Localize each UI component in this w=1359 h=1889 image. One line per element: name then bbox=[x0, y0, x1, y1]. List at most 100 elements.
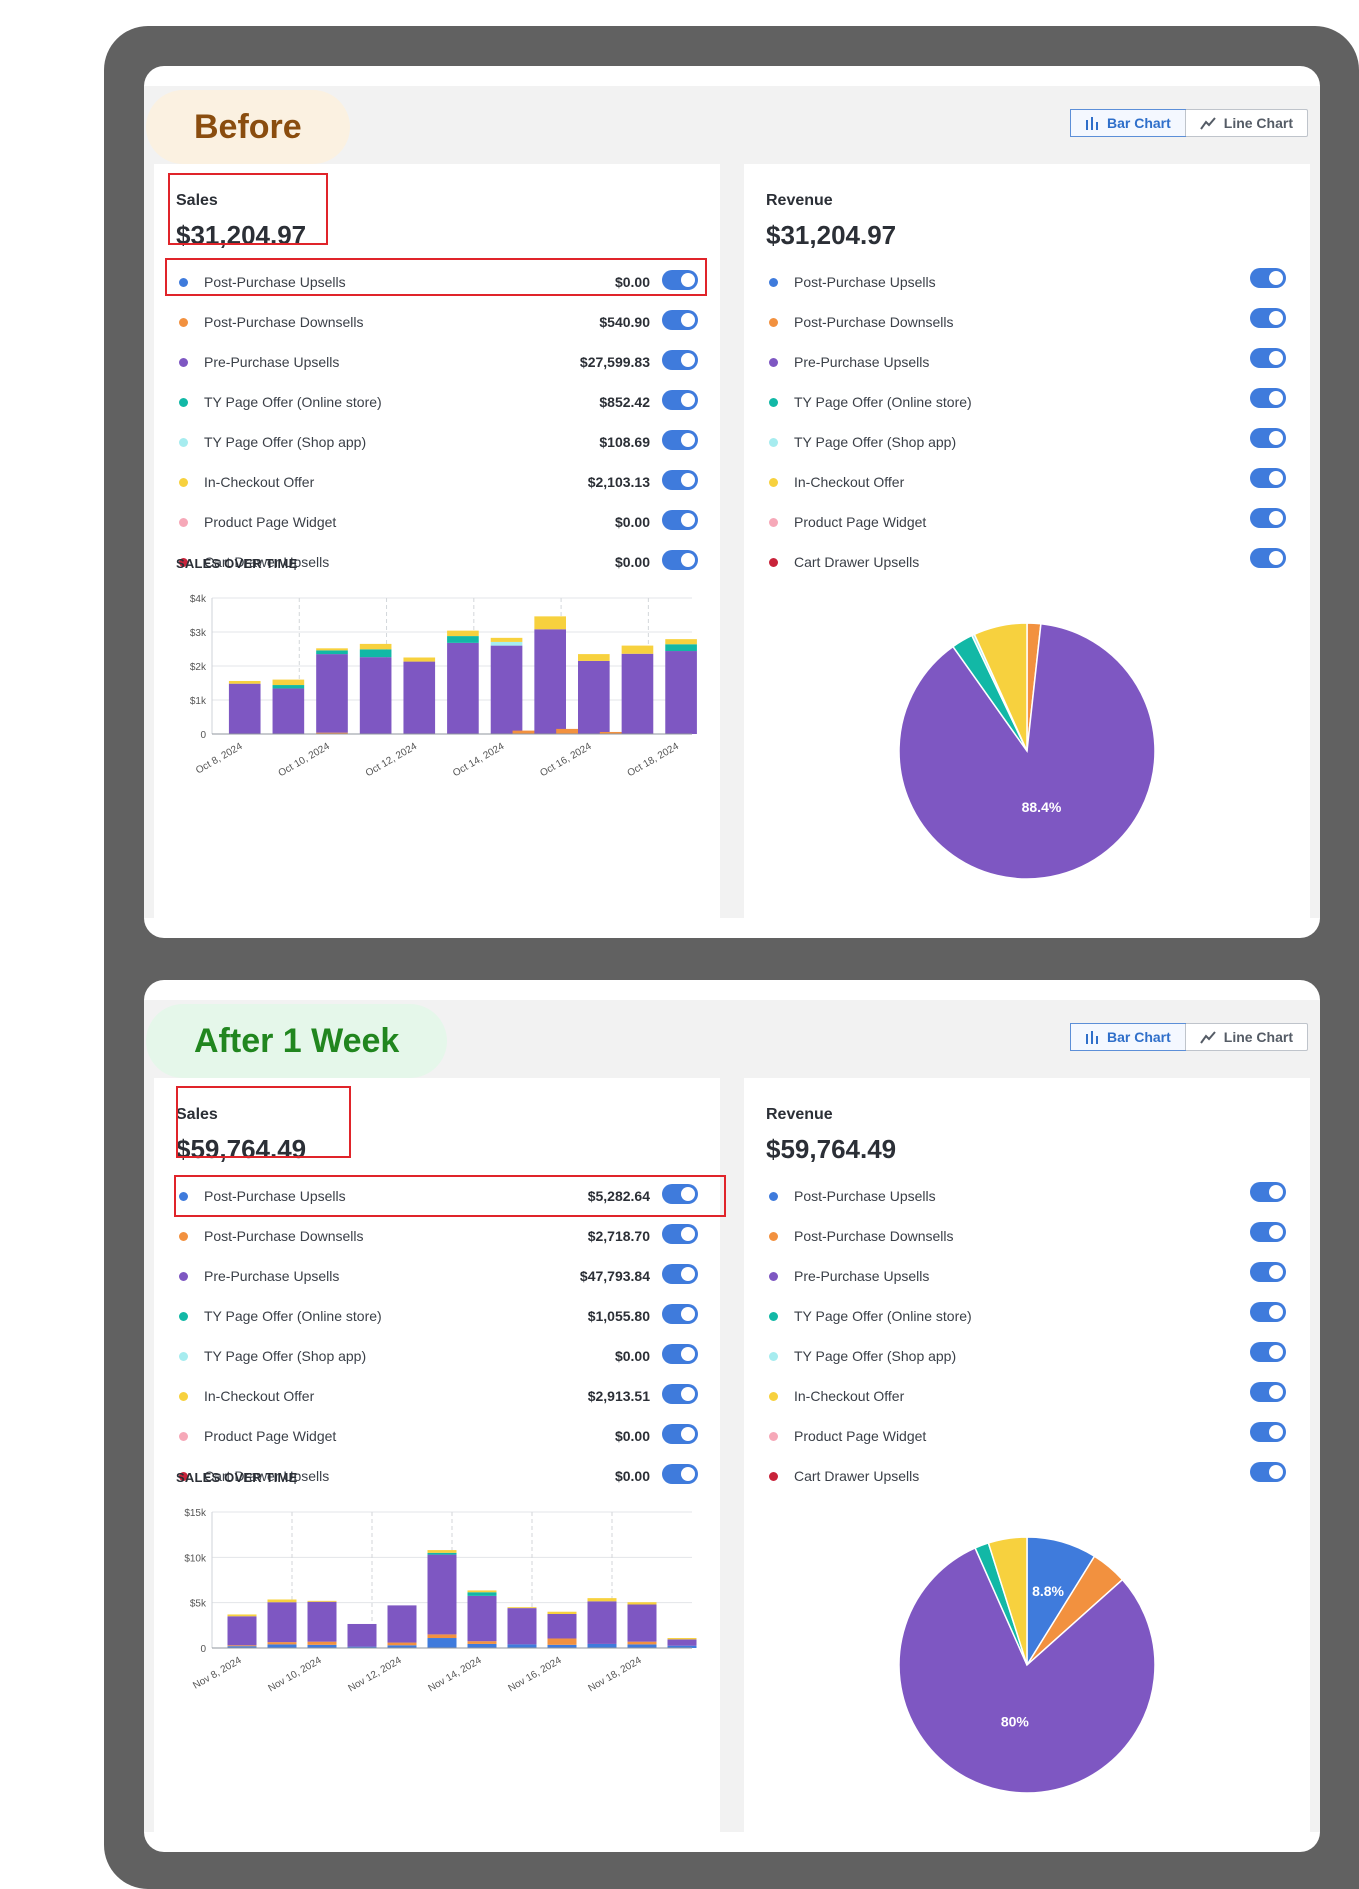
bar-segment bbox=[347, 1623, 377, 1647]
channel-label: In-Checkout Offer bbox=[204, 1388, 315, 1404]
channel-value: $27,599.83 bbox=[579, 354, 650, 370]
channel-toggle-switch[interactable] bbox=[1250, 1302, 1286, 1322]
bar-chart-button[interactable]: Bar Chart bbox=[1069, 1023, 1186, 1051]
channel-toggle-switch[interactable] bbox=[662, 1464, 698, 1484]
bar-segment bbox=[621, 645, 654, 654]
legend-dot bbox=[179, 357, 188, 367]
channel-toggle-switch[interactable] bbox=[1250, 1262, 1286, 1282]
bar-segment bbox=[667, 1645, 697, 1648]
revenue-legend-row: Product Page Widget bbox=[766, 1416, 1296, 1456]
x-tick-label: Oct 14, 2024 bbox=[451, 741, 506, 779]
bar-segment bbox=[427, 1638, 457, 1648]
revenue-title: Revenue bbox=[766, 192, 833, 209]
channel-toggle-switch[interactable] bbox=[662, 350, 698, 370]
channel-toggle-switch[interactable] bbox=[662, 1344, 698, 1364]
channel-toggle-switch[interactable] bbox=[1250, 1422, 1286, 1442]
channel-toggle-switch[interactable] bbox=[662, 550, 698, 570]
legend-dot bbox=[179, 277, 188, 287]
channel-toggle-switch[interactable] bbox=[1250, 268, 1286, 288]
channel-toggle-switch[interactable] bbox=[1250, 1222, 1286, 1242]
sales-total: $31,204.97 bbox=[176, 220, 307, 250]
sales-over-time-chart: 0 $1k $2k $3k $4k Oct 8, 2024 Oct 10, 2024 Oct … bbox=[190, 594, 697, 779]
revenue-legend-row: TY Page Offer (Shop app) bbox=[766, 422, 1296, 462]
bar-segment bbox=[467, 1641, 497, 1644]
revenue-legend-list: Post-Purchase Upsells Post-Purchase Downs… bbox=[766, 1176, 1296, 1496]
channel-toggle-switch[interactable] bbox=[662, 430, 698, 450]
y-tick-label: 0 bbox=[200, 730, 206, 741]
channel-toggle-switch[interactable] bbox=[1250, 1462, 1286, 1482]
channel-toggle-switch[interactable] bbox=[1250, 508, 1286, 528]
channel-toggle-switch[interactable] bbox=[662, 270, 698, 290]
legend-dot bbox=[769, 1391, 778, 1401]
sales-card: Sales $31,204.97 Post-Purchase Upsells $0.0… bbox=[154, 164, 720, 924]
channel-value: $540.90 bbox=[599, 314, 650, 330]
channel-toggle-switch[interactable] bbox=[662, 1264, 698, 1284]
channel-value: $108.69 bbox=[599, 434, 650, 450]
channel-label: TY Page Offer (Shop app) bbox=[794, 434, 957, 450]
channel-toggle-switch[interactable] bbox=[662, 1384, 698, 1404]
line-chart-button[interactable]: Line Chart bbox=[1184, 1024, 1307, 1050]
channel-value: $47,793.84 bbox=[579, 1268, 650, 1284]
legend-dot bbox=[769, 357, 778, 367]
bar-segment bbox=[227, 1614, 257, 1617]
channel-toggle-switch[interactable] bbox=[1250, 428, 1286, 448]
comparison-panel: Before Bar Chart Line Chart Sales $31,204.97… bbox=[144, 66, 1320, 938]
channel-toggle-switch[interactable] bbox=[1250, 1382, 1286, 1402]
channel-value: $1,055.80 bbox=[587, 1308, 650, 1324]
x-tick-label: Oct 16, 2024 bbox=[538, 741, 593, 779]
channel-value: $0.00 bbox=[614, 514, 650, 530]
bar-segment bbox=[403, 657, 436, 662]
channel-label: Post-Purchase Downsells bbox=[204, 314, 364, 330]
channel-toggle-switch[interactable] bbox=[662, 310, 698, 330]
post-purchase-row-highlight bbox=[165, 258, 707, 296]
sales-title: Sales bbox=[176, 192, 218, 209]
revenue-legend-row: TY Page Offer (Online store) bbox=[766, 382, 1296, 422]
revenue-legend-row: Post-Purchase Downsells bbox=[766, 1216, 1296, 1256]
bar-segment bbox=[534, 616, 566, 630]
channel-toggle-switch[interactable] bbox=[1250, 308, 1286, 328]
sales-over-time-chart: 0 $5k $10k $15k Nov 8, 2024 Nov 10, 2024 Nov 1… bbox=[184, 1508, 697, 1694]
y-tick-label: $1k bbox=[190, 696, 207, 707]
line-chart-button[interactable]: Line Chart bbox=[1184, 110, 1307, 136]
x-tick-label: Oct 8, 2024 bbox=[194, 741, 245, 777]
channel-toggle-switch[interactable] bbox=[662, 510, 698, 530]
x-tick-label: Oct 12, 2024 bbox=[364, 741, 419, 779]
channel-toggle-switch[interactable] bbox=[662, 1304, 698, 1324]
channel-toggle-switch[interactable] bbox=[662, 1424, 698, 1444]
line-chart-label: Line Chart bbox=[1223, 115, 1293, 131]
bar-chart-label: Bar Chart bbox=[1106, 115, 1171, 131]
channel-toggle-switch[interactable] bbox=[1250, 348, 1286, 368]
channel-toggle-switch[interactable] bbox=[1250, 388, 1286, 408]
bar-segment bbox=[578, 660, 610, 734]
bar-chart-button[interactable]: Bar Chart bbox=[1069, 109, 1186, 137]
sales-breakdown-row: TY Page Offer (Online store) $1,055.80 bbox=[176, 1296, 706, 1336]
bar-segment bbox=[587, 1601, 617, 1644]
channel-toggle-switch[interactable] bbox=[1250, 548, 1286, 568]
y-tick-label: 0 bbox=[200, 1644, 206, 1655]
channel-toggle-switch[interactable] bbox=[662, 390, 698, 410]
x-tick-label: Nov 8, 2024 bbox=[191, 1655, 244, 1692]
channel-toggle-switch[interactable] bbox=[662, 470, 698, 490]
legend-dot bbox=[179, 1311, 188, 1321]
sales-breakdown-row: Post-Purchase Downsells $540.90 bbox=[176, 302, 706, 342]
revenue-total: $31,204.97 bbox=[766, 220, 897, 250]
bar-segment bbox=[547, 1638, 577, 1645]
bar-segment bbox=[665, 651, 697, 734]
channel-toggle-switch[interactable] bbox=[1250, 1342, 1286, 1362]
legend-dot bbox=[769, 1431, 778, 1441]
channel-toggle-switch[interactable] bbox=[1250, 1182, 1286, 1202]
channel-toggle-switch[interactable] bbox=[1250, 468, 1286, 488]
pie-slice bbox=[973, 622, 1028, 752]
legend-dot bbox=[179, 557, 188, 567]
channel-label: Post-Purchase Downsells bbox=[204, 1228, 364, 1244]
channel-label: TY Page Offer (Online store) bbox=[204, 1308, 382, 1324]
legend-dot bbox=[179, 1271, 188, 1281]
bar-segment bbox=[359, 649, 392, 658]
bar-segment bbox=[427, 1552, 457, 1555]
comparison-panel: After 1 Week Bar Chart Line Chart Sales $59,… bbox=[144, 980, 1320, 1852]
channel-toggle-switch[interactable] bbox=[662, 1224, 698, 1244]
bar-chart-label: Bar Chart bbox=[1106, 1029, 1171, 1045]
legend-dot bbox=[769, 1351, 778, 1361]
channel-toggle-switch[interactable] bbox=[662, 1184, 698, 1204]
sales-breakdown-list: Post-Purchase Upsells $5,282.64 Post-Purch… bbox=[176, 1176, 706, 1496]
